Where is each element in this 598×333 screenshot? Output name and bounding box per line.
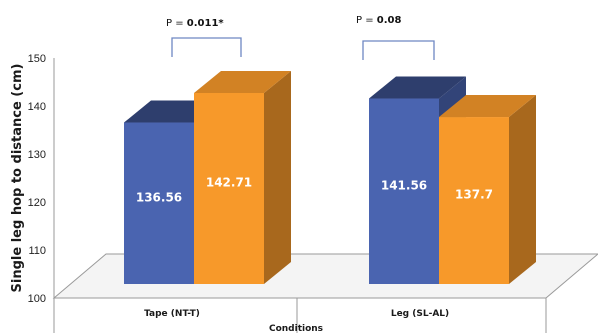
bar-side xyxy=(264,70,291,284)
bar-value-label: 142.71 xyxy=(206,175,252,189)
data-labels: 136.56 142.71 141.56 137.7 xyxy=(136,175,493,204)
category-label-leg: Leg (SL-AL) xyxy=(391,309,449,319)
bars xyxy=(124,70,536,285)
bar-value-label: 136.56 xyxy=(136,190,182,204)
category-label-tape: Tape (NT-T) xyxy=(144,309,200,319)
bar-top xyxy=(439,95,536,118)
y-tick-label: 140 xyxy=(28,101,46,113)
y-tick-label: 130 xyxy=(28,149,46,161)
bar-value-label: 137.7 xyxy=(455,188,493,202)
bar xyxy=(439,117,509,284)
annotations: P = 0.011* P = 0.08 xyxy=(166,15,435,60)
p-value-label: P = 0.011* xyxy=(166,18,224,29)
y-tick-label: 120 xyxy=(28,197,46,209)
significance-bracket xyxy=(171,37,242,57)
y-axis-title: Single leg hop to distance (cm) xyxy=(10,64,25,293)
bar xyxy=(194,92,264,284)
bar-side xyxy=(509,95,536,284)
significance-bracket xyxy=(362,40,435,60)
bar xyxy=(369,98,439,285)
bar xyxy=(124,122,194,285)
y-tick-label: 150 xyxy=(28,53,46,65)
x-axis-title: Conditions xyxy=(269,324,323,333)
y-tick-label: 110 xyxy=(28,245,46,257)
bar-value-label: 141.56 xyxy=(381,178,427,192)
y-tick-label: 100 xyxy=(28,293,46,305)
y-tick-labels: 100 110 120 130 140 150 xyxy=(28,53,46,305)
p-value-label: P = 0.08 xyxy=(356,15,401,26)
bar-top xyxy=(194,70,291,93)
bar-top xyxy=(369,76,466,99)
